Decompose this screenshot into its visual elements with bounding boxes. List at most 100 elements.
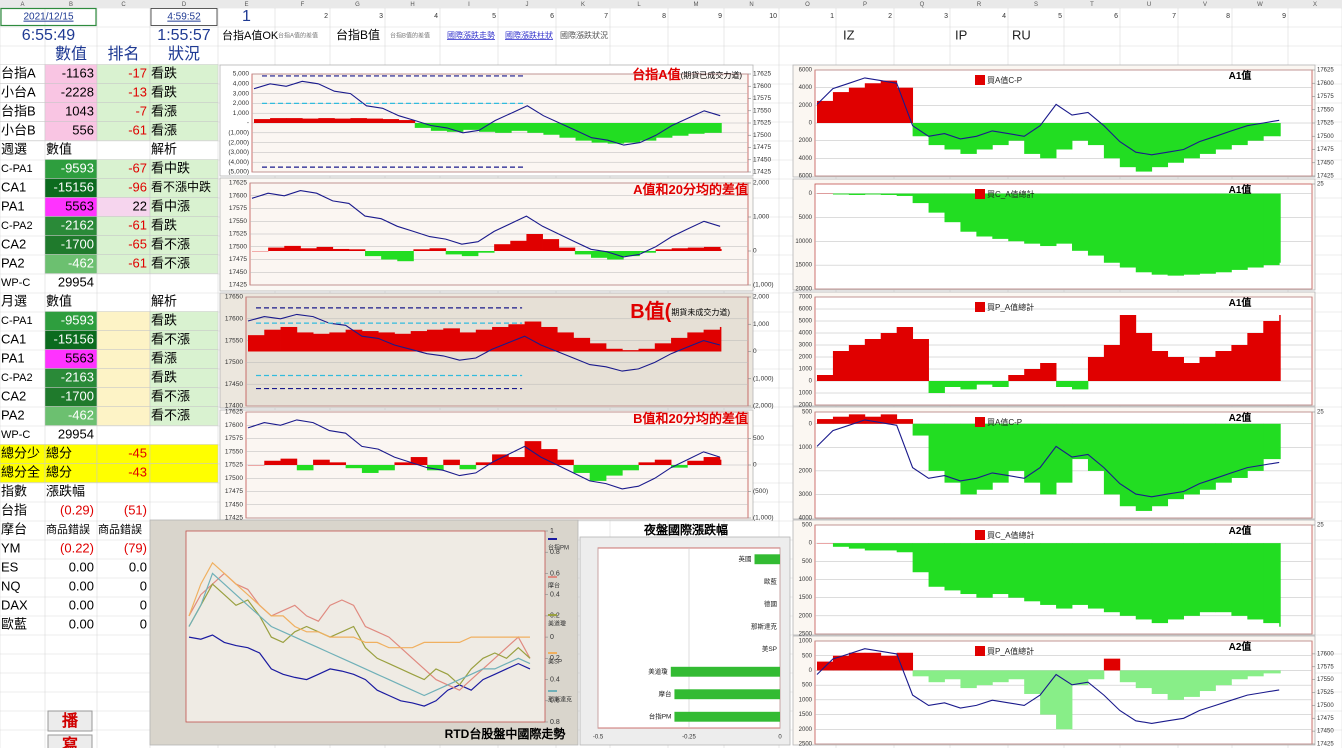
button[interactable]: [47, 710, 93, 732]
chart-title-text: A1值: [1229, 183, 1252, 196]
toolbar-link[interactable]: 國際漲跌走勢: [447, 30, 495, 40]
cell-text: 看跌: [151, 84, 177, 99]
y2-tick-label: 17525: [1317, 690, 1334, 696]
label-box: [644, 689, 673, 700]
area-segment: [1215, 123, 1232, 150]
area-segment: [928, 381, 945, 393]
cell-number: 7: [604, 13, 608, 20]
area-segment: [817, 100, 834, 123]
y2-tick-label: 17500: [1317, 703, 1334, 709]
area-segment: [960, 123, 977, 154]
area-segment: [1263, 123, 1280, 137]
y-tick-label: (5,000): [228, 169, 249, 176]
area-segment: [1279, 193, 1281, 263]
area-segment: [1183, 363, 1200, 381]
area-segment: [912, 193, 929, 204]
area-segment: [817, 419, 834, 424]
cell-text: -1163: [62, 65, 94, 80]
toolbar-link[interactable]: 台指B值: [336, 27, 380, 42]
y-tick-label: (3,000): [228, 149, 249, 156]
y2-tick-label: 25: [1317, 182, 1324, 188]
area-segment: [1135, 333, 1153, 381]
area-segment: [1072, 423, 1089, 460]
x-tick-label: -0.5: [593, 735, 604, 741]
area-segment: [1040, 670, 1057, 715]
column-header: D: [182, 2, 187, 8]
cell-text: 5563: [65, 350, 94, 365]
button-label[interactable]: 播: [62, 711, 79, 730]
area-segment: [1056, 123, 1073, 150]
column-header: O: [805, 2, 810, 8]
y2-tick-label: 17475: [1317, 147, 1334, 153]
area-segment: [559, 123, 576, 138]
area-segment: [1183, 543, 1200, 616]
area-segment: [429, 248, 447, 251]
area-segment: [848, 414, 866, 424]
cell-text: -1700: [61, 388, 94, 403]
y2-tick-label: 1,000: [753, 214, 770, 221]
area-segment: [832, 416, 850, 424]
chart-title: B值和20分均的差值: [633, 411, 748, 426]
area-segment: [1279, 543, 1281, 627]
cell-number: 5: [492, 13, 496, 20]
toolbar-link[interactable]: 台指B值的差值: [390, 32, 430, 40]
label-box: [724, 554, 753, 565]
area-segment: [896, 652, 914, 671]
toolbar-link[interactable]: 國際漲跌狀況: [560, 30, 608, 40]
area-segment: [1199, 357, 1216, 381]
cell-number: 8: [662, 13, 666, 20]
y-tick-label: 2000: [799, 468, 813, 474]
cell-number: 2: [888, 13, 892, 20]
area-segment: [960, 543, 977, 595]
area-segment: [1247, 543, 1264, 620]
cell-text: 1043: [65, 103, 94, 118]
area-segment: [1167, 193, 1184, 276]
area-segment: [976, 381, 993, 385]
column-header: P: [863, 2, 867, 8]
column-header: B: [69, 2, 73, 8]
area-segment: [573, 465, 591, 473]
y2-tick-label: 17550: [1317, 107, 1334, 113]
area-segment: [348, 249, 366, 251]
cell-text: 看漲: [151, 350, 177, 365]
area-segment: [1072, 543, 1089, 605]
cell-outline: [150, 8, 218, 26]
chart-title: A1值: [1229, 183, 1252, 196]
cell-text: 看漲: [151, 103, 177, 118]
area-segment: [960, 381, 977, 390]
area-segment: [270, 118, 287, 123]
area-segment: [280, 458, 298, 465]
button-label[interactable]: 寫: [62, 735, 78, 748]
area-segment: [446, 123, 464, 132]
chart-title-text: B值(: [630, 299, 671, 323]
area-segment: [1008, 543, 1025, 598]
cell-text: 看跌: [151, 369, 177, 384]
area-segment: [896, 419, 914, 424]
legend-swatch: [975, 189, 985, 199]
toolbar-link[interactable]: 台指A值OK: [222, 28, 279, 42]
area-segment: [817, 375, 834, 381]
chart-title: A值和20分均的差值: [633, 182, 748, 197]
area-segment: [1183, 670, 1200, 697]
area-segment: [1151, 543, 1169, 624]
area-segment: [623, 251, 640, 257]
toolbar-link[interactable]: 國際漲跌柱狀: [505, 30, 553, 40]
button[interactable]: [47, 734, 93, 748]
area-segment: [1199, 670, 1216, 692]
column-header: W: [1257, 2, 1263, 8]
cell-number: 4: [434, 13, 438, 20]
area-segment: [976, 193, 993, 237]
area-segment: [912, 123, 929, 137]
area-segment: [590, 251, 608, 258]
y-tick-label: 2,000: [233, 100, 250, 107]
area-segment: [1056, 423, 1073, 483]
y2-tick-label: 17475: [753, 144, 771, 151]
area-segment: [397, 251, 414, 262]
area-segment: [361, 465, 379, 473]
toolbar-link[interactable]: 台指A值的差值: [278, 32, 318, 40]
legend-label: 買A值C-P: [987, 75, 1022, 85]
y-tick-label: 20000: [795, 287, 812, 293]
cell-text: 看不漲: [151, 388, 190, 403]
area-segment: [492, 326, 509, 352]
